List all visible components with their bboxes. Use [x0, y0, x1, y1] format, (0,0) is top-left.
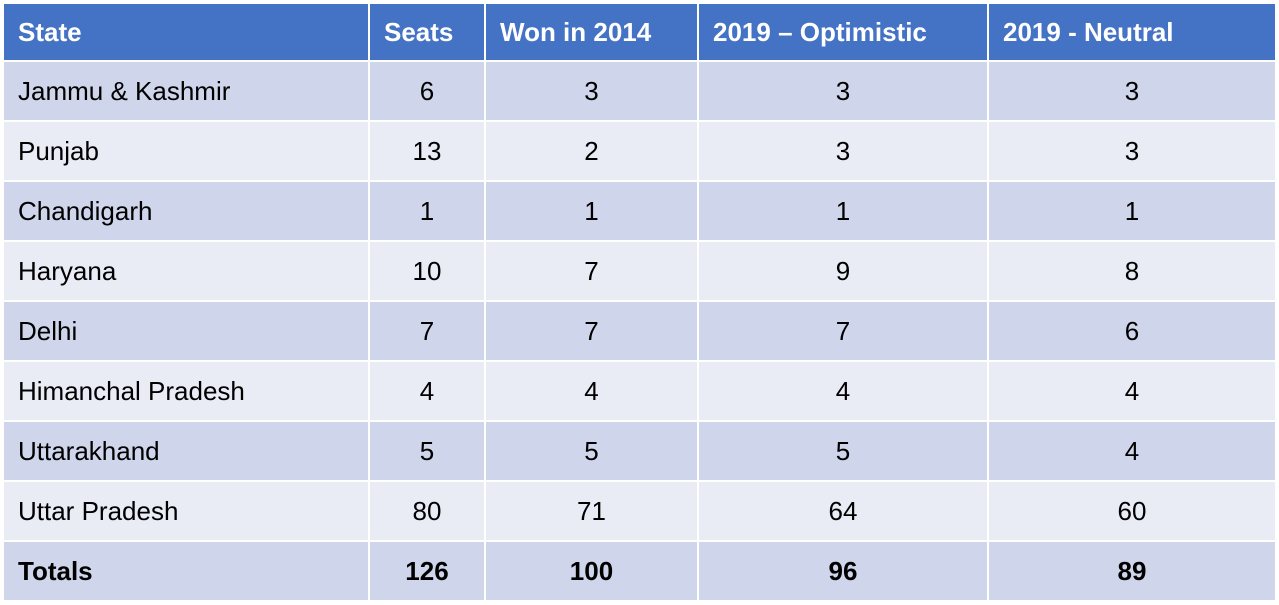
state-cell: Haryana — [2, 240, 370, 302]
number-cell: 10 — [368, 240, 486, 302]
header-cell: 2019 - Neutral — [987, 2, 1277, 62]
number-cell: 4 — [697, 360, 989, 422]
table-row: Haryana 10 7 9 8 — [2, 240, 1277, 302]
table-row: Punjab 13 2 3 3 — [2, 120, 1277, 182]
table-row: Himanchal Pradesh 4 4 4 4 — [2, 360, 1277, 422]
table-row: Delhi 7 7 7 6 — [2, 300, 1277, 362]
number-cell: 4 — [987, 420, 1277, 482]
table-row: Uttarakhand 5 5 5 4 — [2, 420, 1277, 482]
header-cell: State — [2, 2, 370, 62]
number-cell: 3 — [484, 60, 699, 122]
state-cell: Jammu & Kashmir — [2, 60, 370, 122]
total-cell: 96 — [697, 540, 989, 602]
table-row: Uttar Pradesh 80 71 64 60 — [2, 480, 1277, 542]
total-cell: 100 — [484, 540, 699, 602]
number-cell: 5 — [368, 420, 486, 482]
table-header: State Seats Won in 2014 2019 – Optimistic 20… — [2, 2, 1277, 62]
number-cell: 13 — [368, 120, 486, 182]
number-cell: 2 — [484, 120, 699, 182]
number-cell: 4 — [368, 360, 486, 422]
number-cell: 71 — [484, 480, 699, 542]
number-cell: 6 — [368, 60, 486, 122]
number-cell: 5 — [697, 420, 989, 482]
number-cell: 5 — [484, 420, 699, 482]
number-cell: 8 — [987, 240, 1277, 302]
total-cell: 89 — [987, 540, 1277, 602]
number-cell: 4 — [987, 360, 1277, 422]
number-cell: 7 — [484, 300, 699, 362]
state-cell: Delhi — [2, 300, 370, 362]
number-cell: 1 — [484, 180, 699, 242]
number-cell: 60 — [987, 480, 1277, 542]
table-body: Jammu & Kashmir 6 3 3 3 Punjab 13 2 3 3 Chandigarh… — [2, 60, 1277, 602]
total-cell: 126 — [368, 540, 486, 602]
number-cell: 4 — [484, 360, 699, 422]
number-cell: 7 — [697, 300, 989, 362]
header-row: State Seats Won in 2014 2019 – Optimistic 20… — [2, 2, 1277, 62]
state-cell: Chandigarh — [2, 180, 370, 242]
number-cell: 9 — [697, 240, 989, 302]
state-cell: Uttarakhand — [2, 420, 370, 482]
table-row: Chandigarh 1 1 1 1 — [2, 180, 1277, 242]
number-cell: 3 — [987, 60, 1277, 122]
header-cell: 2019 – Optimistic — [697, 2, 989, 62]
table-row: Jammu & Kashmir 6 3 3 3 — [2, 60, 1277, 122]
number-cell: 1 — [368, 180, 486, 242]
state-cell: Himanchal Pradesh — [2, 360, 370, 422]
state-cell: Uttar Pradesh — [2, 480, 370, 542]
number-cell: 64 — [697, 480, 989, 542]
number-cell: 1 — [987, 180, 1277, 242]
number-cell: 3 — [697, 60, 989, 122]
header-cell: Seats — [368, 2, 486, 62]
header-cell: Won in 2014 — [484, 2, 699, 62]
number-cell: 6 — [987, 300, 1277, 362]
state-cell: Punjab — [2, 120, 370, 182]
number-cell: 80 — [368, 480, 486, 542]
number-cell: 3 — [697, 120, 989, 182]
number-cell: 7 — [368, 300, 486, 362]
number-cell: 1 — [697, 180, 989, 242]
number-cell: 3 — [987, 120, 1277, 182]
totals-row: Totals 126 100 96 89 — [2, 540, 1277, 602]
totals-label: Totals — [2, 540, 370, 602]
number-cell: 7 — [484, 240, 699, 302]
